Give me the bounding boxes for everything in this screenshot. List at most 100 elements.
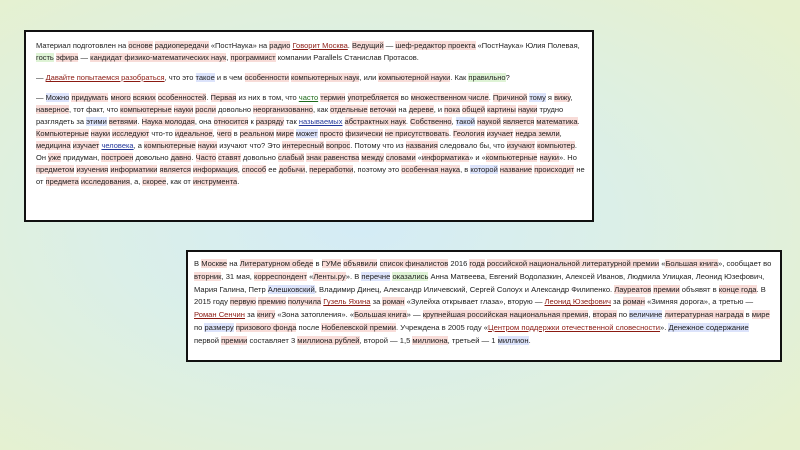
highlighted-term: которой: [470, 165, 498, 174]
highlighted-term: термин: [320, 93, 346, 102]
text-run: в: [313, 259, 322, 268]
text-run: «: [306, 271, 314, 281]
text-run: так: [283, 117, 299, 126]
text-run: после: [296, 322, 322, 332]
highlighted-term: Большая книга: [665, 259, 718, 268]
highlighted-term: Первая: [210, 93, 237, 102]
highlighted-term: Собственно: [410, 117, 452, 126]
highlighted-term: такой: [455, 117, 475, 126]
text-run: . В 2015 году: [194, 284, 766, 307]
highlighted-term: роман: [382, 297, 405, 307]
text-run: , Владимир Динец, Александр Иличевский, …: [314, 284, 615, 294]
highlighted-term: эфира: [55, 53, 79, 62]
text-run: —: [36, 73, 46, 82]
text-run: я: [545, 93, 555, 102]
highlighted-term: неорганизованно: [253, 105, 313, 114]
highlighted-term: реальном: [239, 129, 275, 138]
highlighted-term: роман: [622, 297, 645, 307]
text-run: за: [610, 297, 623, 307]
highlighted-term: особенности: [244, 73, 289, 82]
text-run: ,: [212, 129, 217, 138]
highlighted-term: способ: [241, 165, 267, 174]
highlighted-term: недра земли: [515, 129, 560, 138]
text-run: . Он: [36, 141, 577, 162]
highlighted-term: информация: [193, 165, 238, 174]
text-run: ». В: [345, 271, 362, 281]
highlighted-term: словами: [385, 153, 416, 162]
text-run: за: [370, 297, 383, 307]
highlighted-term: миллиона: [412, 335, 448, 345]
highlighted-term: Нобелевской премии: [321, 322, 397, 332]
text-run: ,: [305, 165, 310, 174]
highlighted-term: мире: [276, 129, 294, 138]
highlighted-term: Центром поддержки отечественной словесно…: [488, 322, 661, 332]
text-run: в: [231, 129, 240, 138]
highlighted-term: миллиона рублей: [297, 335, 360, 345]
highlighted-term: относится: [213, 117, 249, 126]
highlighted-term: скорее: [142, 177, 167, 186]
highlighted-term: построен: [101, 153, 134, 162]
text-run: , поэтому это: [353, 165, 402, 174]
highlighted-term: основе: [128, 41, 153, 50]
highlighted-term: Геология: [453, 129, 485, 138]
highlighted-term: название: [499, 165, 533, 174]
text-run: , как: [312, 105, 331, 114]
paragraph-answer: — Можно придумать много всяких особеннос…: [36, 92, 586, 188]
text-run: .: [405, 117, 411, 126]
highlighted-term: давно: [170, 153, 192, 162]
highlighted-term: физически: [345, 129, 383, 138]
highlighted-term: вторник: [194, 271, 222, 281]
text-run: не от: [36, 165, 585, 186]
highlighted-term: тому: [529, 93, 546, 102]
text-run: изучают что? Это: [217, 141, 283, 150]
highlighted-term: предметом: [36, 165, 75, 174]
text-run: ?: [505, 73, 510, 82]
highlighted-term: конце года: [718, 284, 757, 294]
text-run: .: [347, 41, 352, 50]
text-run: к: [248, 117, 256, 126]
text-run: компании Parallels Станислав Протасов.: [275, 53, 419, 62]
highlighted-term: науки: [539, 153, 559, 162]
highlighted-term: уже: [48, 153, 62, 162]
highlighted-term: премии: [221, 335, 248, 345]
text-run: —: [36, 93, 46, 102]
text-run: первой: [194, 335, 222, 345]
highlighted-term: разряду: [255, 117, 284, 126]
highlighted-term: Наука молодая: [141, 117, 195, 126]
highlighted-term: получила: [287, 297, 322, 307]
highlighted-term: Ленты.ру: [313, 271, 346, 281]
highlighted-term: названия: [405, 141, 438, 150]
highlighted-term: Москве: [201, 259, 228, 268]
highlighted-term: употребляется: [347, 93, 399, 102]
highlighted-term: Денежное содержание: [668, 322, 749, 332]
highlighted-term: между: [361, 153, 384, 162]
highlighted-term: особенная наука: [401, 165, 461, 174]
text-run: из них в том, что: [236, 93, 299, 102]
highlighted-term: Компьютерные: [36, 129, 89, 138]
highlighted-term: книгу: [256, 310, 276, 320]
text-run: «Зимняя дорога», а третью —: [644, 297, 754, 307]
highlighted-term: корреспондент: [254, 271, 307, 281]
text-run: трудно разглядеть за: [36, 105, 564, 126]
highlighted-term: первую: [230, 297, 256, 307]
highlighted-term: премии: [653, 284, 680, 294]
highlighted-term: компьютерные: [144, 141, 196, 150]
highlighted-term: росли: [195, 105, 216, 114]
text-run: .: [191, 153, 196, 162]
text-run: Анна Матвеева, Евгений Водолазкин, Алекс…: [194, 271, 765, 294]
text-run: Материал подготовлен на: [36, 41, 129, 50]
highlighted-term: информатика: [421, 153, 470, 162]
text-run: , или: [359, 73, 379, 82]
highlighted-term: исследуют: [112, 129, 150, 138]
highlighted-term: всяких: [132, 93, 156, 102]
highlighted-term: чего: [216, 129, 232, 138]
highlighted-term: науки: [173, 105, 194, 114]
paragraph-question: — Давайте попытаемся разобраться, что эт…: [36, 72, 586, 84]
highlighted-term: Говорит Москва: [292, 41, 348, 50]
text-run: —: [383, 41, 396, 50]
highlighted-term: веточки: [369, 105, 397, 114]
highlighted-term: величине: [629, 310, 663, 320]
text-run: составляет 3: [247, 335, 298, 345]
text-run: «: [415, 153, 422, 162]
highlighted-term: интересный: [282, 141, 324, 150]
